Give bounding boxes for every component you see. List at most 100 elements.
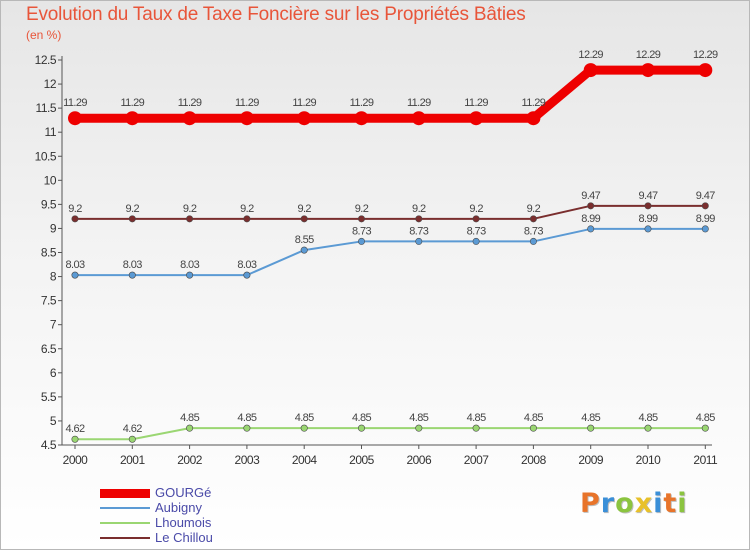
data-point bbox=[243, 424, 251, 432]
data-point bbox=[71, 271, 79, 279]
legend-item: GOURGé bbox=[100, 486, 300, 501]
data-point bbox=[472, 424, 480, 432]
legend-swatch bbox=[100, 488, 150, 498]
legend-item: Aubigny bbox=[100, 501, 300, 516]
data-point bbox=[186, 271, 194, 279]
data-label: 4.85 bbox=[467, 412, 486, 424]
data-label: 8.73 bbox=[467, 225, 486, 237]
data-point bbox=[587, 225, 595, 233]
data-label: 9.2 bbox=[126, 203, 140, 215]
logo-letter: r bbox=[600, 488, 616, 519]
y-tick-label: 10 bbox=[44, 173, 57, 187]
x-tick-label: 2011 bbox=[693, 453, 718, 467]
data-label: 8.99 bbox=[696, 213, 715, 225]
data-label: 4.85 bbox=[237, 412, 256, 424]
data-point bbox=[239, 111, 254, 126]
y-tick-label: 12 bbox=[44, 77, 57, 91]
x-tick-label: 2003 bbox=[235, 453, 261, 467]
data-label: 11.29 bbox=[292, 97, 316, 109]
data-point bbox=[529, 424, 537, 432]
data-label: 4.85 bbox=[581, 412, 600, 424]
data-point bbox=[300, 215, 308, 223]
data-point bbox=[415, 215, 423, 223]
data-point bbox=[357, 237, 365, 245]
data-label: 8.03 bbox=[237, 259, 256, 271]
x-tick-label: 2001 bbox=[120, 453, 146, 467]
data-point bbox=[357, 215, 365, 223]
logo-letter: i bbox=[677, 488, 688, 519]
data-point bbox=[587, 424, 595, 432]
data-point bbox=[297, 111, 312, 126]
data-point bbox=[644, 225, 652, 233]
data-label: 11.29 bbox=[350, 97, 374, 109]
data-label: 4.85 bbox=[638, 412, 657, 424]
data-point bbox=[71, 215, 79, 223]
data-label: 9.2 bbox=[68, 203, 82, 215]
data-point bbox=[300, 246, 308, 254]
data-label: 4.85 bbox=[524, 412, 543, 424]
data-label: 9.47 bbox=[581, 190, 600, 202]
data-label: 4.85 bbox=[180, 412, 199, 424]
legend-label: Lhoumois bbox=[155, 515, 212, 530]
data-point bbox=[472, 215, 480, 223]
data-label: 4.85 bbox=[696, 412, 715, 424]
y-tick-label: 6.5 bbox=[41, 342, 57, 356]
y-tick-label: 5 bbox=[50, 414, 57, 428]
data-label: 11.29 bbox=[63, 97, 87, 109]
data-point bbox=[583, 63, 598, 78]
series-line-aubigny bbox=[74, 227, 707, 277]
data-label: 9.2 bbox=[183, 203, 197, 215]
x-tick-label: 2007 bbox=[464, 453, 490, 467]
legend-item: Lhoumois bbox=[100, 516, 300, 531]
data-point bbox=[300, 424, 308, 432]
data-point bbox=[128, 435, 136, 443]
data-label: 11.29 bbox=[120, 97, 144, 109]
legend-swatch bbox=[100, 537, 150, 539]
y-tick-label: 5.5 bbox=[41, 390, 57, 404]
y-tick-label: 7.5 bbox=[41, 294, 57, 308]
data-label: 11.29 bbox=[522, 97, 546, 109]
logo-letter: x bbox=[634, 488, 654, 519]
data-label: 8.99 bbox=[638, 213, 657, 225]
data-label: 8.99 bbox=[581, 213, 600, 225]
y-tick-label: 9 bbox=[50, 221, 57, 235]
data-label: 9.47 bbox=[638, 190, 657, 202]
data-label: 4.62 bbox=[123, 423, 142, 435]
logo-letter: t bbox=[663, 488, 678, 519]
x-tick-label: 2009 bbox=[578, 453, 604, 467]
proxiti-logo: Proxiti bbox=[580, 488, 688, 519]
data-label: 8.73 bbox=[352, 225, 371, 237]
y-axis-unit: (en %) bbox=[26, 28, 62, 42]
data-point bbox=[411, 111, 426, 126]
x-tick-label: 2002 bbox=[177, 453, 203, 467]
data-label: 8.03 bbox=[123, 259, 142, 271]
logo-letter: o bbox=[615, 488, 635, 519]
data-point bbox=[415, 237, 423, 245]
data-point bbox=[529, 237, 537, 245]
data-label: 9.2 bbox=[240, 203, 254, 215]
data-point bbox=[243, 271, 251, 279]
data-label: 11.29 bbox=[178, 97, 202, 109]
y-tick-label: 10.5 bbox=[35, 149, 57, 163]
x-tick-label: 2010 bbox=[636, 453, 662, 467]
data-point bbox=[128, 215, 136, 223]
data-label: 9.2 bbox=[355, 203, 369, 215]
data-label: 4.85 bbox=[409, 412, 428, 424]
legend-swatch bbox=[100, 507, 150, 509]
data-point bbox=[701, 225, 709, 233]
data-point bbox=[71, 435, 79, 443]
data-point bbox=[701, 202, 709, 210]
x-tick-label: 2000 bbox=[63, 453, 89, 467]
data-point bbox=[644, 424, 652, 432]
data-label: 8.55 bbox=[295, 234, 314, 246]
data-point bbox=[529, 215, 537, 223]
data-point bbox=[587, 202, 595, 210]
data-label: 12.29 bbox=[693, 49, 718, 61]
data-point bbox=[186, 215, 194, 223]
legend-swatch bbox=[100, 522, 150, 524]
data-point bbox=[526, 111, 541, 126]
data-label: 9.2 bbox=[469, 203, 483, 215]
data-label: 4.85 bbox=[295, 412, 314, 424]
series-line-le-chillou bbox=[74, 204, 707, 220]
data-point bbox=[698, 63, 713, 78]
